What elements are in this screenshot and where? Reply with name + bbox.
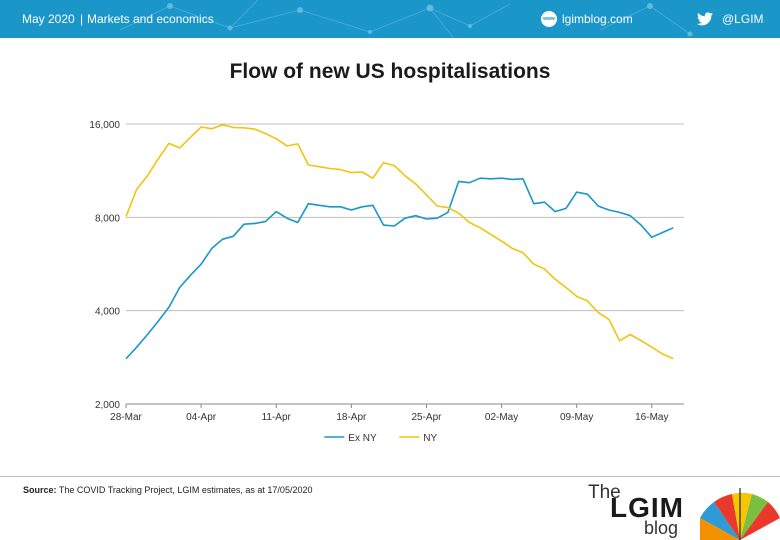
logo-lgim-text: LGIM xyxy=(610,492,684,523)
y-tick-label: 8,000 xyxy=(95,213,120,224)
x-tick-label: 04-Apr xyxy=(186,412,217,423)
source-note: Source: The COVID Tracking Project, LGIM… xyxy=(23,485,312,495)
logo-blog-text: blog xyxy=(644,518,679,538)
series-line-ny xyxy=(125,124,674,360)
header-handle[interactable]: @LGIM xyxy=(722,12,764,26)
axes: 2,000 4,000 8,000 16,000 28-Mar 04-Apr 11-Apr 1… xyxy=(89,120,684,423)
logo-the-text: The xyxy=(588,482,621,503)
y-tick-label: 4,000 xyxy=(95,307,120,318)
header-date: May 2020 xyxy=(22,12,75,26)
y-tick-label: 16,000 xyxy=(89,120,120,131)
x-tick-label: 09-May xyxy=(560,412,593,423)
line-chart: 2,000 4,000 8,000 16,000 28-Mar 04-Apr 11-Apr 1… xyxy=(89,120,684,444)
network-pattern xyxy=(119,0,693,38)
header-section[interactable]: Markets and economics xyxy=(87,12,214,26)
chart-title: Flow of new US hospitalisations xyxy=(229,60,551,83)
source-label: Source: xyxy=(23,485,57,495)
www-icon[interactable]: www xyxy=(541,11,557,27)
y-tick-label: 2,000 xyxy=(95,400,120,411)
x-tick-label: 16-May xyxy=(635,412,668,423)
legend-label: Ex NY xyxy=(348,433,377,444)
legend: Ex NY NY xyxy=(324,433,438,444)
x-tick-label: 02-May xyxy=(485,412,518,423)
x-tick-label: 18-Apr xyxy=(336,412,367,423)
series-lines xyxy=(125,124,674,360)
header-site-link[interactable]: lgimblog.com xyxy=(562,12,633,26)
legend-label: NY xyxy=(423,433,437,444)
umbrella-logo-icon xyxy=(700,488,780,540)
header-separator: | xyxy=(80,12,84,26)
x-tick-label: 25-Apr xyxy=(411,412,442,423)
twitter-icon[interactable] xyxy=(697,12,713,26)
source-text: The COVID Tracking Project, LGIM estimat… xyxy=(56,485,313,495)
x-tick-label: 11-Apr xyxy=(262,412,292,423)
series-line-ex-ny xyxy=(125,177,674,360)
header-banner: May 2020 | Markets and economics www lgi… xyxy=(0,0,780,38)
footer-divider xyxy=(0,476,780,477)
gridlines xyxy=(126,123,684,312)
x-tick-label: 28-Mar xyxy=(110,412,142,423)
